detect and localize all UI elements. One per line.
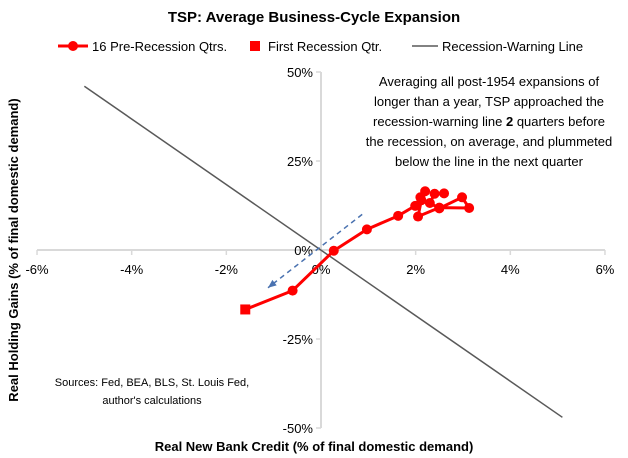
legend-marker-square	[250, 41, 260, 51]
x-tick-label: -4%	[120, 262, 144, 277]
data-point	[410, 200, 421, 211]
data-point	[424, 198, 435, 209]
y-tick-label: 50%	[287, 65, 313, 80]
x-axis-label: Real New Bank Credit (% of final domesti…	[155, 439, 474, 454]
data-point	[439, 188, 450, 199]
legend-marker-circle	[68, 41, 78, 51]
y-tick-label: -25%	[283, 332, 314, 347]
svg-text:Averaging all post-1954 expans: Averaging all post-1954 expansions of	[379, 74, 600, 89]
data-point	[434, 202, 445, 213]
svg-text:author's calculations: author's calculations	[102, 395, 202, 407]
chart-title: TSP: Average Business-Cycle Expansion	[168, 9, 460, 26]
data-point	[413, 211, 424, 222]
data-point	[328, 245, 339, 256]
annotation: Averaging all post-1954 expansions of lo…	[366, 74, 612, 169]
x-tick-label: -2%	[215, 262, 239, 277]
x-tick-label: 4%	[501, 262, 520, 277]
y-tick-label: 25%	[287, 154, 313, 169]
data-point	[287, 285, 298, 296]
data-point	[361, 224, 372, 235]
y-tick-label: 0%	[294, 243, 313, 258]
svg-text:longer than a year, TSP approa: longer than a year, TSP approached the	[374, 94, 604, 109]
svg-text:below the line in the next qua: below the line in the next quarter	[395, 154, 584, 169]
recession-warning-line	[83, 85, 563, 418]
legend-label: 16 Pre-Recession Qtrs.	[92, 39, 227, 54]
data-point	[415, 192, 426, 203]
data-point	[429, 188, 440, 199]
svg-text:Sources: Fed, BEA, BLS, St. Lo: Sources: Fed, BEA, BLS, St. Louis Fed,	[55, 377, 249, 389]
arrow-head-icon	[267, 279, 277, 288]
x-tick-label: -6%	[25, 262, 49, 277]
x-tick-label: 6%	[596, 262, 615, 277]
recession-point	[240, 304, 251, 315]
y-tick-label: -50%	[283, 421, 314, 436]
legend-label: First Recession Qtr.	[268, 39, 382, 54]
dashed-arrow	[267, 213, 363, 289]
svg-text:the recession, on average, and: the recession, on average, and plummeted	[366, 134, 612, 149]
data-point	[393, 210, 404, 221]
legend: 16 Pre-Recession Qtrs. First Recession Q…	[58, 39, 583, 54]
x-tick-label: 2%	[406, 262, 425, 277]
data-point	[464, 202, 475, 213]
svg-text:recession-warning line 2 quart: recession-warning line 2 quarters before	[373, 114, 605, 129]
data-point	[457, 192, 468, 203]
sources-note: Sources: Fed, BEA, BLS, St. Louis Fed, a…	[55, 377, 249, 407]
y-axis-label: Real Holding Gains (% of final domestic …	[6, 98, 21, 401]
legend-label: Recession-Warning Line	[442, 39, 583, 54]
